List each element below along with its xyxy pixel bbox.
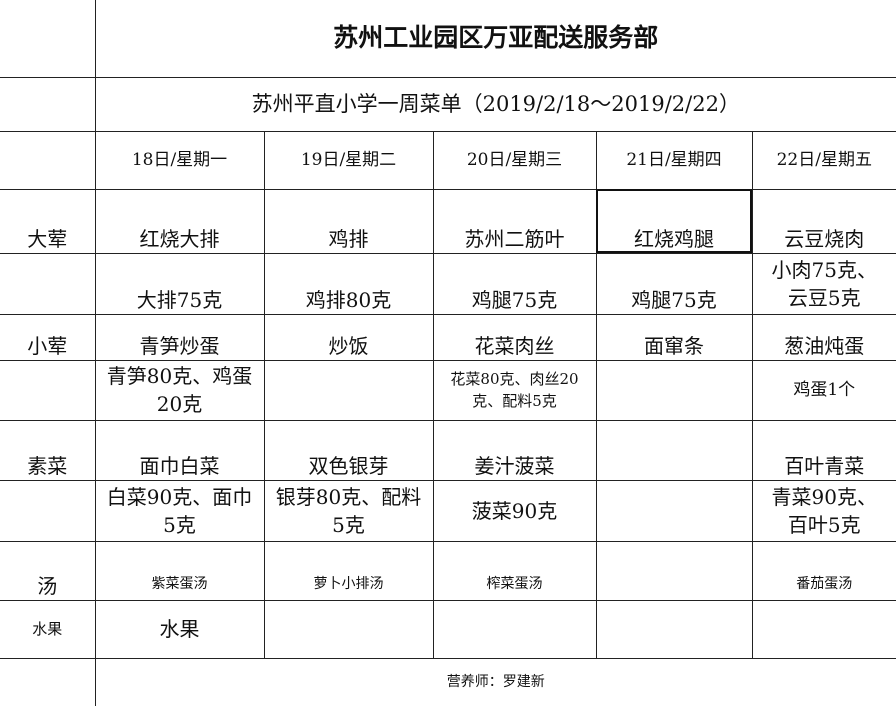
selected-dish-cell[interactable]: 红烧鸡腿 [595,188,753,254]
cell[interactable] [0,252,96,315]
soup-cell[interactable]: 番茄蛋汤 [751,540,896,601]
fruit-cell[interactable] [263,599,434,659]
dish-cell[interactable]: 鸡排 [263,188,434,254]
soup-cell[interactable]: 萝卜小排汤 [263,540,434,601]
category-vegetable: 素菜 [0,419,96,481]
detail-cell[interactable] [595,359,753,421]
dish-cell[interactable] [595,419,753,481]
dish-cell[interactable]: 云豆烧肉 [751,188,896,254]
category-fruit: 水果 [0,599,96,659]
cell[interactable] [0,359,96,421]
soup-cell[interactable]: 紫菜蛋汤 [94,540,265,601]
dish-cell[interactable]: 面巾白菜 [94,419,265,481]
page-title: 苏州工业园区万亚配送服务部 [94,0,896,78]
category-small-meat: 小荤 [0,313,96,361]
detail-cell[interactable]: 白菜90克、面巾5克 [94,479,265,542]
day-header: 21日/星期四 [595,130,753,190]
dish-cell[interactable]: 花菜肉丝 [432,313,597,361]
dish-cell[interactable]: 姜汁菠菜 [432,419,597,481]
category-soup: 汤 [0,540,96,601]
detail-cell[interactable] [263,359,434,421]
detail-cell[interactable]: 花菜80克、肉丝20克、配料5克 [432,359,597,421]
fruit-cell[interactable]: 水果 [94,599,265,659]
detail-cell[interactable]: 小肉75克、云豆5克 [751,252,896,315]
dish-cell[interactable]: 百叶青菜 [751,419,896,481]
day-header: 19日/星期二 [263,130,434,190]
detail-cell[interactable]: 银芽80克、配料5克 [263,479,434,542]
cell[interactable] [0,76,96,132]
cell[interactable] [0,657,96,706]
detail-cell[interactable]: 鸡腿75克 [595,252,753,315]
day-header: 22日/星期五 [751,130,896,190]
detail-cell[interactable]: 鸡蛋1个 [751,359,896,421]
dish-cell[interactable]: 双色银芽 [263,419,434,481]
fruit-cell[interactable] [595,599,753,659]
day-header: 20日/星期三 [432,130,597,190]
detail-cell[interactable]: 鸡排80克 [263,252,434,315]
detail-cell[interactable]: 菠菜90克 [432,479,597,542]
cell[interactable] [0,0,96,78]
detail-cell[interactable]: 青菜90克、百叶5克 [751,479,896,542]
detail-cell[interactable]: 大排75克 [94,252,265,315]
soup-cell[interactable] [595,540,753,601]
nutritionist-footer: 营养师：罗建新 [94,657,896,706]
cell[interactable] [0,130,96,190]
dish-cell[interactable]: 青笋炒蛋 [94,313,265,361]
fruit-cell[interactable] [432,599,597,659]
soup-cell[interactable]: 榨菜蛋汤 [432,540,597,601]
detail-cell[interactable]: 青笋80克、鸡蛋20克 [94,359,265,421]
cell[interactable] [0,479,96,542]
dish-cell[interactable]: 葱油炖蛋 [751,313,896,361]
dish-cell[interactable]: 苏州二筋叶 [432,188,597,254]
dish-cell[interactable]: 面窜条 [595,313,753,361]
day-header: 18日/星期一 [94,130,265,190]
category-big-meat: 大荤 [0,188,96,254]
dish-cell[interactable]: 炒饭 [263,313,434,361]
detail-cell[interactable] [595,479,753,542]
detail-cell[interactable]: 鸡腿75克 [432,252,597,315]
fruit-cell[interactable] [751,599,896,659]
dish-cell[interactable]: 红烧大排 [94,188,265,254]
menu-subtitle: 苏州平直小学一周菜单（2019/2/18～2019/2/22） [94,76,896,132]
